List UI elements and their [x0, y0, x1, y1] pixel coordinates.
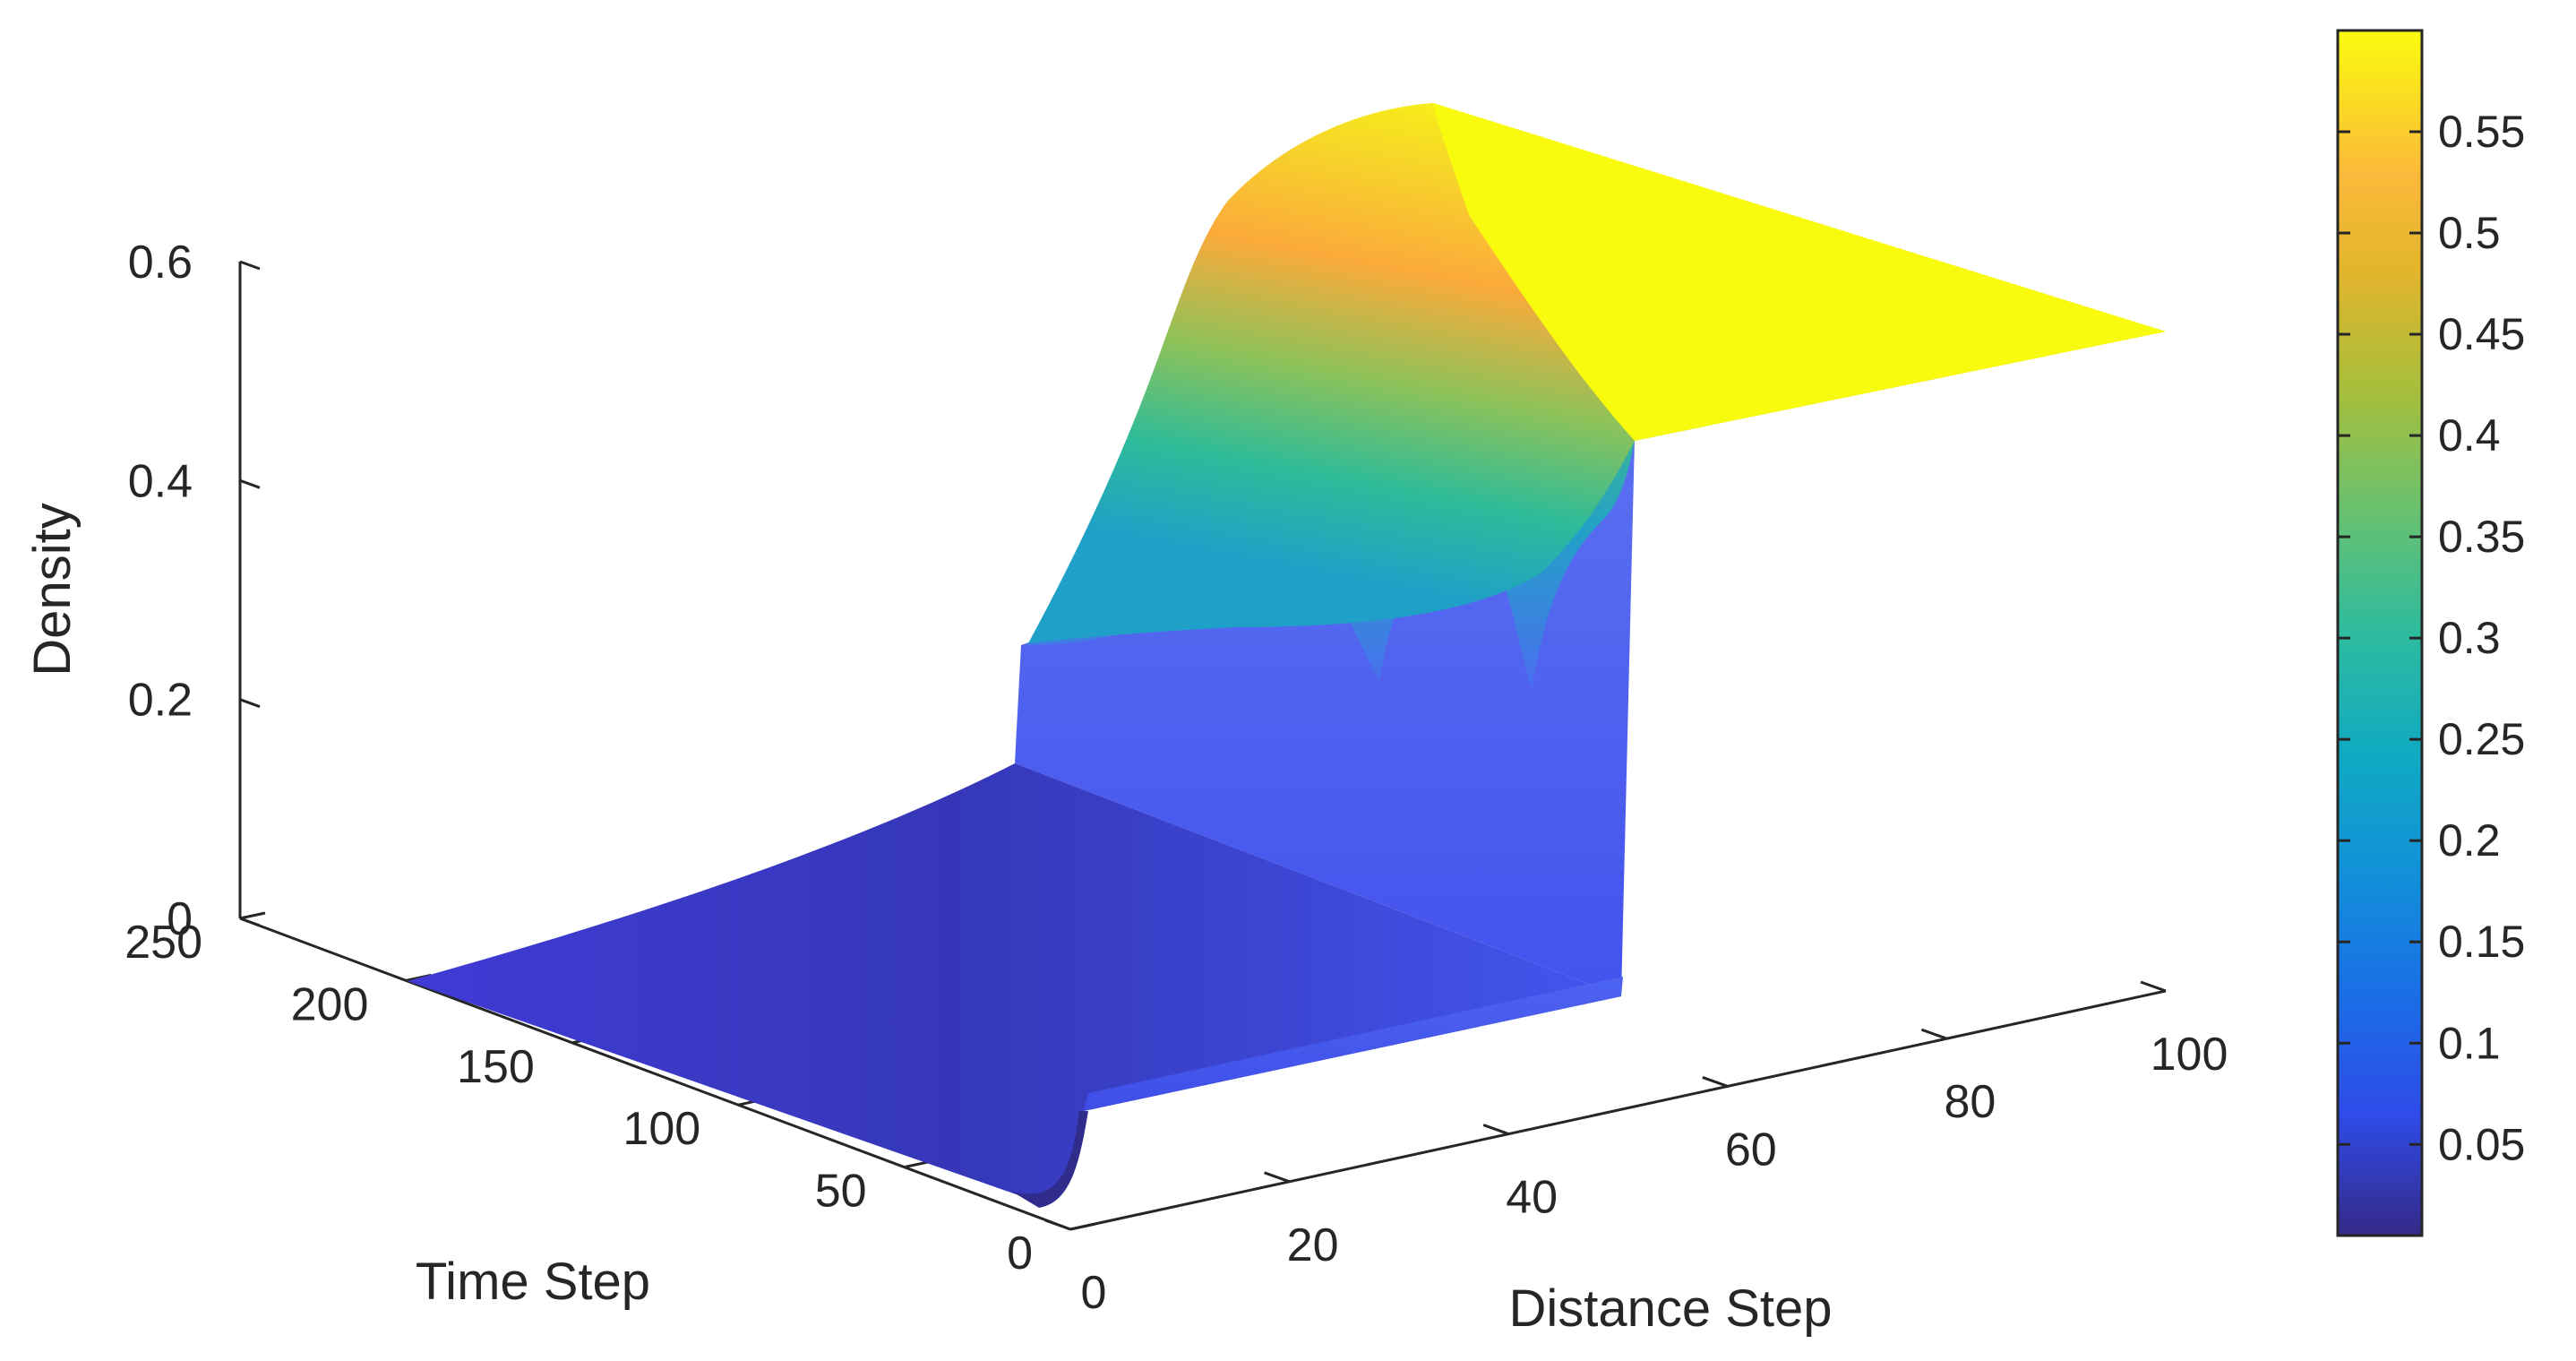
y-axis-line — [239, 917, 1071, 1231]
y-tick-label: 100 — [623, 1103, 700, 1155]
x-tick-label: 100 — [2151, 1029, 2228, 1081]
surface-low-region — [408, 763, 1621, 1202]
z-tick-mark — [239, 478, 261, 489]
z-tick-label: 0.2 — [128, 675, 193, 727]
colorbar-tick-label: 0.45 — [2438, 309, 2525, 359]
x-axis: 0 20 40 60 80 100 Distance Step — [1044, 980, 2228, 1338]
x-tick-mark — [1482, 1124, 1509, 1136]
x-tick-mark — [1044, 1219, 1071, 1231]
z-tick-mark — [239, 698, 261, 709]
surface-initial-jump — [1012, 1111, 1088, 1208]
y-tick-label: 200 — [291, 978, 369, 1030]
y-tick-label: 150 — [457, 1041, 535, 1093]
colorbar-tick-label: 0.55 — [2438, 107, 2525, 157]
y-tick-mark — [904, 1160, 930, 1169]
z-tick-label: 0 — [167, 893, 193, 945]
x-axis-title: Distance Step — [1508, 1279, 1832, 1338]
z-axis-title: Density — [23, 503, 82, 676]
x-tick-mark — [2140, 980, 2167, 993]
colorbar-tick-label: 0.2 — [2438, 815, 2501, 866]
density-surface — [408, 103, 2166, 1208]
z-tick-mark — [239, 260, 261, 271]
z-axis: 0 0.2 0.4 0.6 Density — [23, 237, 261, 945]
colorbar-gradient — [2336, 29, 2424, 1237]
x-tick-label: 40 — [1506, 1172, 1558, 1224]
x-tick-label: 20 — [1287, 1219, 1339, 1271]
colorbar-tick-label: 0.4 — [2438, 410, 2501, 461]
surface-plateau — [1433, 103, 2166, 441]
z-tick-label: 0.4 — [128, 455, 193, 507]
x-tick-label: 80 — [1944, 1076, 1996, 1128]
colorbar-tick-label: 0.1 — [2438, 1018, 2501, 1068]
z-tick-label: 0.6 — [128, 237, 193, 289]
colorbar-tick-label: 0.05 — [2438, 1119, 2525, 1169]
x-tick-mark — [1920, 1028, 1947, 1040]
x-tick-mark — [1264, 1171, 1291, 1184]
x-tick-label: 0 — [1081, 1267, 1107, 1319]
x-tick-label: 60 — [1725, 1124, 1777, 1176]
colorbar-tick-label: 0.25 — [2438, 714, 2525, 764]
x-tick-mark — [1702, 1075, 1729, 1088]
surface-front-face — [1084, 977, 1623, 1111]
colorbar: 0.05 0.1 0.15 0.2 0.25 0.3 0.35 0.4 0.45 0.5 0.55 — [2336, 29, 2525, 1237]
y-tick-label: 0 — [1007, 1227, 1033, 1279]
y-tick-label: 250 — [125, 917, 202, 969]
y-tick-label: 50 — [815, 1166, 867, 1218]
colorbar-tick-label: 0.5 — [2438, 208, 2501, 258]
x-axis-line — [1069, 989, 2167, 1231]
y-axis-title: Time Step — [416, 1253, 650, 1311]
colorbar-tick-label: 0.35 — [2438, 512, 2525, 562]
colorbar-tick-label: 0.3 — [2438, 613, 2501, 663]
colorbar-tick-label: 0.15 — [2438, 917, 2525, 967]
y-tick-mark — [239, 911, 266, 920]
